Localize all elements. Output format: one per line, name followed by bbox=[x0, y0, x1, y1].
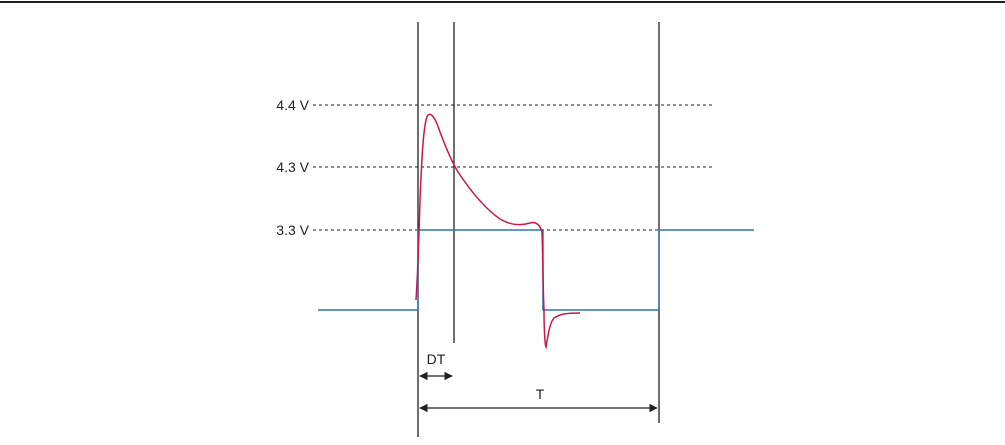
ideal-signal-trace bbox=[318, 229, 754, 311]
label-3-3v: 3.3 V bbox=[276, 222, 309, 238]
label-4-4v: 4.4 V bbox=[276, 97, 309, 113]
actual-signal-trace bbox=[415, 113, 581, 350]
t-label: T bbox=[536, 386, 545, 402]
label-4-3v: 4.3 V bbox=[276, 159, 309, 175]
dt-label: DT bbox=[427, 351, 446, 367]
